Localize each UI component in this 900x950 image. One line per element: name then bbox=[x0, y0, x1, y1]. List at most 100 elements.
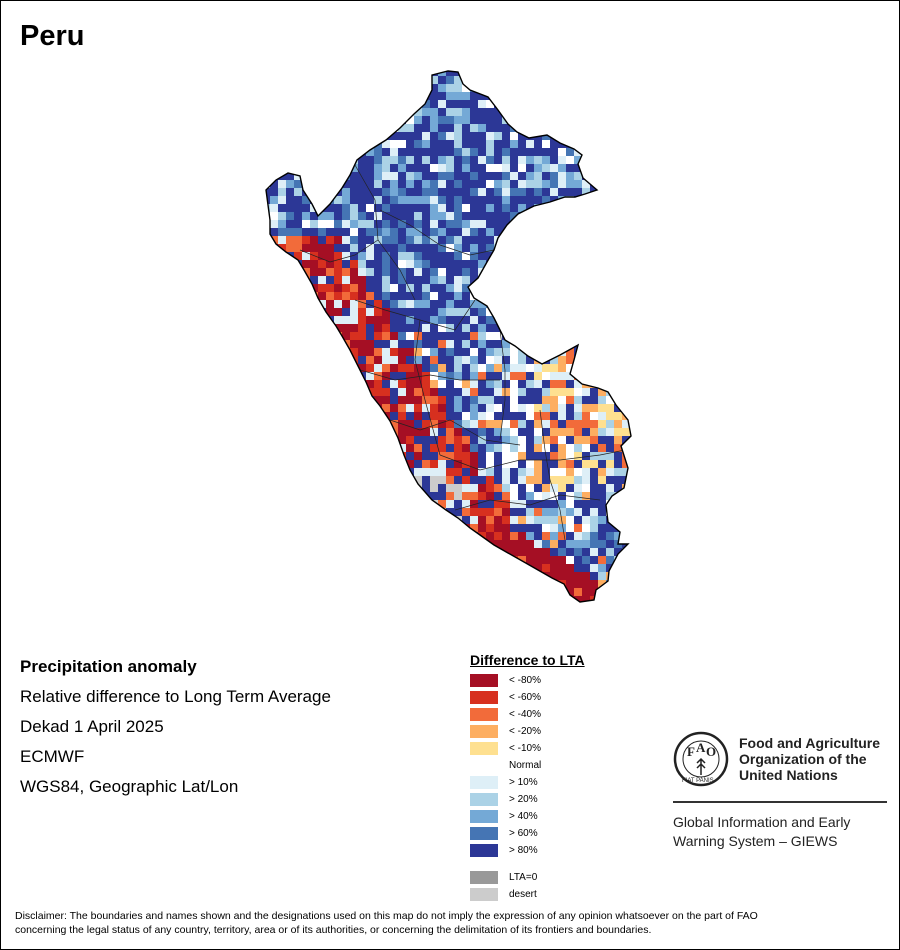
anomaly-cell bbox=[502, 428, 510, 436]
anomaly-cell bbox=[454, 452, 462, 460]
anomaly-cell bbox=[598, 476, 606, 484]
anomaly-cell bbox=[390, 588, 398, 596]
anomaly-cell bbox=[326, 236, 334, 244]
anomaly-cell bbox=[430, 516, 438, 524]
anomaly-cell bbox=[286, 300, 294, 308]
anomaly-cell bbox=[534, 572, 542, 580]
anomaly-cell bbox=[526, 396, 534, 404]
anomaly-cell bbox=[358, 540, 366, 548]
anomaly-cell bbox=[414, 100, 422, 108]
anomaly-cell bbox=[510, 388, 518, 396]
anomaly-cell bbox=[582, 372, 590, 380]
legend-label: < -20% bbox=[509, 726, 541, 737]
anomaly-cell bbox=[550, 404, 558, 412]
anomaly-cell bbox=[614, 244, 622, 252]
anomaly-cell bbox=[486, 604, 494, 612]
anomaly-cell bbox=[446, 500, 454, 508]
anomaly-cell bbox=[494, 76, 502, 84]
anomaly-cell bbox=[550, 548, 558, 556]
anomaly-cell bbox=[294, 164, 302, 172]
anomaly-cell bbox=[494, 204, 502, 212]
anomaly-cell bbox=[294, 316, 302, 324]
anomaly-cell bbox=[590, 204, 598, 212]
anomaly-cell bbox=[494, 492, 502, 500]
anomaly-cell bbox=[574, 572, 582, 580]
anomaly-cell bbox=[374, 316, 382, 324]
anomaly-cell bbox=[542, 548, 550, 556]
anomaly-cell bbox=[374, 340, 382, 348]
anomaly-cell bbox=[582, 500, 590, 508]
anomaly-cell bbox=[438, 84, 446, 92]
anomaly-cell bbox=[630, 332, 631, 340]
anomaly-cell bbox=[526, 372, 534, 380]
anomaly-cell bbox=[390, 220, 398, 228]
anomaly-cell bbox=[446, 372, 454, 380]
anomaly-cell bbox=[518, 180, 526, 188]
anomaly-cell bbox=[398, 92, 406, 100]
anomaly-cell bbox=[266, 516, 270, 524]
anomaly-cell bbox=[510, 548, 518, 556]
anomaly-cell bbox=[550, 596, 558, 602]
anomaly-cell bbox=[390, 444, 398, 452]
anomaly-cell bbox=[470, 180, 478, 188]
anomaly-cell bbox=[414, 244, 422, 252]
anomaly-cell bbox=[318, 364, 326, 372]
anomaly-cell bbox=[398, 108, 406, 116]
anomaly-cell bbox=[422, 124, 430, 132]
anomaly-cell bbox=[614, 236, 622, 244]
anomaly-cell bbox=[406, 196, 414, 204]
anomaly-cell bbox=[558, 92, 566, 100]
anomaly-cell bbox=[614, 204, 622, 212]
anomaly-cell bbox=[614, 220, 622, 228]
anomaly-cell bbox=[446, 460, 454, 468]
anomaly-cell bbox=[630, 172, 631, 180]
anomaly-cell bbox=[630, 484, 631, 492]
anomaly-cell bbox=[266, 324, 270, 332]
anomaly-cell bbox=[510, 492, 518, 500]
anomaly-cell bbox=[398, 548, 406, 556]
anomaly-cell bbox=[478, 124, 486, 132]
anomaly-cell bbox=[310, 156, 318, 164]
anomaly-cell bbox=[582, 404, 590, 412]
anomaly-cell bbox=[534, 468, 542, 476]
anomaly-cell bbox=[390, 436, 398, 444]
anomaly-cell bbox=[518, 564, 526, 572]
anomaly-cell bbox=[622, 404, 630, 412]
anomaly-cell bbox=[302, 244, 310, 252]
anomaly-cell bbox=[262, 604, 270, 612]
anomaly-cell bbox=[590, 252, 598, 260]
anomaly-cell bbox=[582, 572, 590, 580]
anomaly-cell bbox=[390, 268, 398, 276]
anomaly-cell bbox=[478, 444, 486, 452]
anomaly-cell bbox=[270, 228, 278, 236]
anomaly-cell bbox=[382, 188, 390, 196]
anomaly-cell bbox=[438, 116, 446, 124]
anomaly-cell bbox=[422, 108, 430, 116]
anomaly-cell bbox=[398, 500, 406, 508]
anomaly-cell bbox=[478, 292, 486, 300]
anomaly-cell bbox=[574, 236, 582, 244]
anomaly-cell bbox=[566, 212, 574, 220]
anomaly-cell bbox=[566, 508, 574, 516]
anomaly-cell bbox=[286, 556, 294, 564]
anomaly-cell bbox=[278, 340, 286, 348]
anomaly-cell bbox=[374, 228, 382, 236]
anomaly-cell bbox=[478, 412, 486, 420]
anomaly-cell bbox=[478, 316, 486, 324]
anomaly-cell bbox=[486, 476, 494, 484]
anomaly-cell bbox=[446, 444, 454, 452]
anomaly-cell bbox=[326, 148, 334, 156]
anomaly-cell bbox=[510, 164, 518, 172]
anomaly-cell bbox=[582, 412, 590, 420]
anomaly-cell bbox=[606, 476, 614, 484]
anomaly-cell bbox=[598, 404, 606, 412]
anomaly-cell bbox=[382, 396, 390, 404]
anomaly-cell bbox=[502, 420, 510, 428]
anomaly-cell bbox=[446, 71, 454, 76]
anomaly-cell bbox=[534, 364, 542, 372]
anomaly-cell bbox=[494, 556, 502, 564]
anomaly-cell bbox=[302, 100, 310, 108]
anomaly-cell bbox=[406, 116, 414, 124]
anomaly-cell bbox=[270, 332, 278, 340]
anomaly-cell bbox=[502, 348, 510, 356]
